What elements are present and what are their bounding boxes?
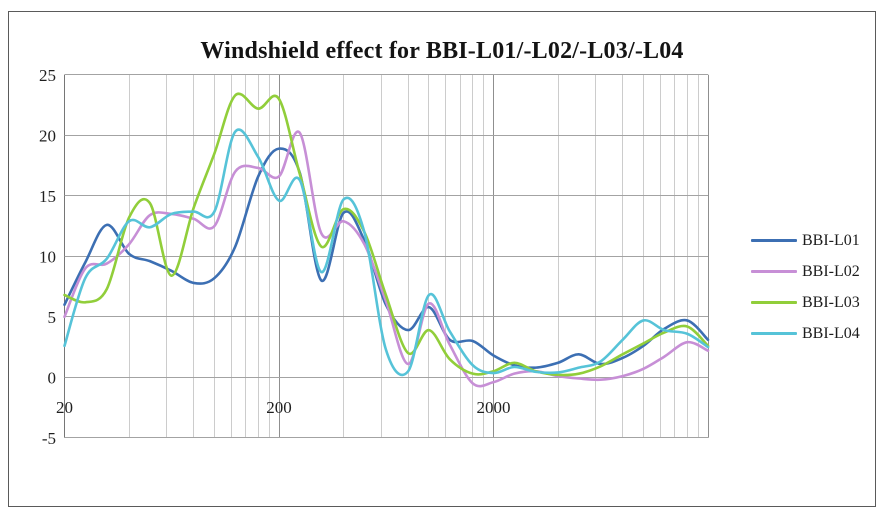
legend-entry: BBI-L01 [751, 231, 860, 250]
legend-entry: BBI-L02 [751, 262, 860, 281]
y-axis-tick-label: 0 [48, 368, 57, 387]
x-axis-tick-label: 2000 [477, 398, 511, 417]
x-axis-tick-label: 200 [266, 398, 292, 417]
legend-line-swatch [751, 301, 797, 304]
y-axis-tick-label: -5 [42, 429, 56, 448]
legend-label: BBI-L01 [802, 231, 860, 249]
legend-label: BBI-L02 [802, 262, 860, 280]
series-line-bbi-l03 [63, 92, 710, 377]
legend-entry: BBI-L03 [751, 293, 860, 312]
y-axis-tick-label: 15 [39, 187, 56, 206]
y-axis-tick-label: 25 [39, 66, 56, 85]
legend-label: BBI-L04 [802, 324, 860, 342]
legend-entry: BBI-L04 [751, 324, 860, 343]
chart-title: Windshield effect for BBI-L01/-L02/-L03/… [200, 38, 684, 64]
x-axis-tick-label: 20 [56, 398, 73, 417]
y-axis-tick-label: 20 [39, 126, 56, 145]
legend-line-swatch [751, 270, 797, 273]
series-line-bbi-l04 [63, 128, 710, 377]
legend-line-swatch [751, 332, 797, 335]
legend-label: BBI-L03 [802, 293, 860, 311]
y-axis-tick-label: 5 [48, 308, 57, 327]
chart-frame: Windshield effect for BBI-L01/-L02/-L03/… [8, 11, 876, 507]
legend-line-swatch [751, 239, 797, 242]
y-axis-tick-label: 10 [39, 247, 56, 266]
series-line-bbi-l01 [63, 147, 710, 370]
legend: BBI-L01 BBI-L02 BBI-L03 BBI-L04 [751, 231, 860, 355]
